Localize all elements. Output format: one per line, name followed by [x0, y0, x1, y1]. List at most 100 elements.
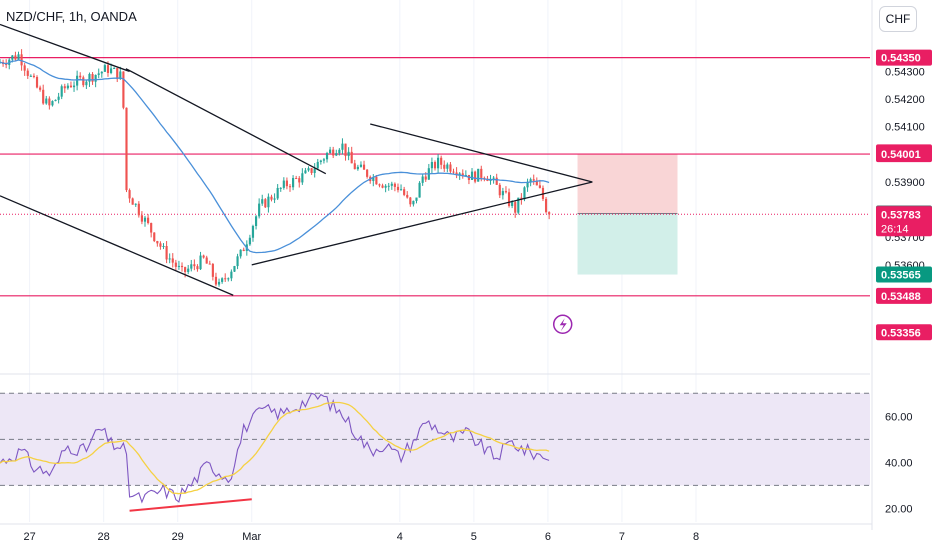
time-tick-label: 6: [545, 531, 551, 543]
candle-body: [264, 199, 267, 208]
candle-body: [69, 85, 73, 88]
candle-body: [372, 176, 375, 182]
candle-body: [498, 184, 501, 196]
candle-body: [177, 265, 181, 267]
candle-body: [424, 176, 427, 180]
candle-body: [45, 98, 48, 104]
candle-body: [224, 278, 227, 280]
candle-body: [399, 189, 403, 191]
candle-body: [504, 191, 508, 193]
candle-body: [258, 203, 261, 217]
candle-body: [307, 168, 310, 171]
candle-body: [338, 149, 341, 154]
candle-body: [335, 153, 338, 156]
candle-body: [406, 194, 409, 198]
candle-body: [193, 264, 196, 267]
candle-body: [233, 266, 236, 272]
candle-body: [168, 258, 171, 260]
price-badge-box: [876, 49, 932, 66]
candle-body: [32, 75, 36, 78]
price-badge-box: [876, 287, 932, 304]
price-badge: 0.53783 26:14: [876, 206, 932, 237]
candle-body: [103, 65, 106, 72]
candle-body: [344, 143, 347, 157]
candle-body: [196, 266, 199, 270]
time-tick-label: 7: [619, 531, 625, 543]
candle-body: [421, 176, 424, 183]
candle-body: [184, 267, 187, 272]
candle-body: [470, 171, 474, 180]
candle-body: [480, 168, 483, 178]
candle-body: [214, 276, 218, 285]
time-tick-label: Mar: [242, 531, 261, 543]
candle-body: [517, 197, 520, 213]
candle-body: [529, 179, 532, 182]
rsi-ma-line: [0, 401, 550, 495]
candle-body: [14, 55, 17, 60]
candle-body: [230, 271, 233, 279]
candle-body: [39, 87, 42, 90]
candle-body: [113, 68, 116, 70]
candle-body: [440, 157, 443, 165]
candle-body: [288, 186, 292, 188]
candle-body: [430, 162, 433, 169]
candle-body: [221, 278, 224, 282]
candle-body: [366, 169, 369, 177]
currency-button[interactable]: CHF: [879, 6, 917, 32]
candle-body: [477, 168, 480, 182]
candle-body: [106, 65, 110, 73]
candle-body: [378, 184, 381, 186]
candle-body: [66, 85, 69, 89]
candle-body: [140, 215, 143, 222]
price-badge-value: 0.53488: [881, 291, 921, 303]
candle-body: [242, 249, 245, 251]
candle-body: [418, 182, 421, 198]
candle-body: [51, 101, 54, 106]
candle-body: [396, 186, 400, 191]
candle-body: [347, 151, 350, 157]
candle-body: [526, 181, 529, 188]
candle-body: [443, 164, 446, 169]
candle-body: [461, 173, 464, 176]
rsi-tick-label: 20.00: [885, 503, 913, 515]
candle-body: [208, 263, 211, 265]
candle-body: [190, 264, 193, 269]
candle-body: [403, 189, 406, 195]
price-badge: 0.53488: [876, 287, 932, 304]
trendline: [370, 123, 593, 183]
candle-body: [180, 265, 184, 268]
candle-body: [270, 196, 273, 200]
candle-body: [273, 198, 276, 200]
candle-body: [57, 96, 60, 100]
price-badge: 0.54350: [876, 49, 932, 66]
candle-body: [464, 174, 467, 176]
candle-body: [316, 161, 319, 169]
candle-body: [452, 171, 455, 173]
candle-body: [97, 73, 100, 75]
candle-body: [211, 263, 214, 277]
candle-body: [217, 281, 221, 285]
lightning-icon[interactable]: [552, 314, 573, 335]
candle-body: [236, 256, 239, 267]
candle-body: [332, 149, 335, 156]
candle-body: [415, 197, 418, 201]
price-tick-label: 0.54200: [885, 94, 925, 106]
time-tick-label: 8: [693, 531, 699, 543]
candle-body: [109, 68, 113, 73]
candle-body: [538, 185, 541, 188]
candle-body: [341, 143, 344, 150]
price-badge-value: 0.53565: [881, 270, 921, 282]
chart-title: NZD/CHF, 1h, OANDA: [6, 9, 137, 24]
candle-body: [295, 178, 298, 180]
candle-body: [501, 191, 504, 196]
candle-body: [492, 177, 495, 179]
candle-body: [199, 255, 202, 270]
candle-body: [276, 187, 279, 199]
time-tick-label: 4: [397, 531, 403, 543]
candle-body: [532, 179, 535, 181]
candle-body: [279, 187, 282, 189]
candle-body: [174, 262, 177, 267]
candle-body: [85, 81, 88, 86]
candle-body: [54, 99, 57, 102]
